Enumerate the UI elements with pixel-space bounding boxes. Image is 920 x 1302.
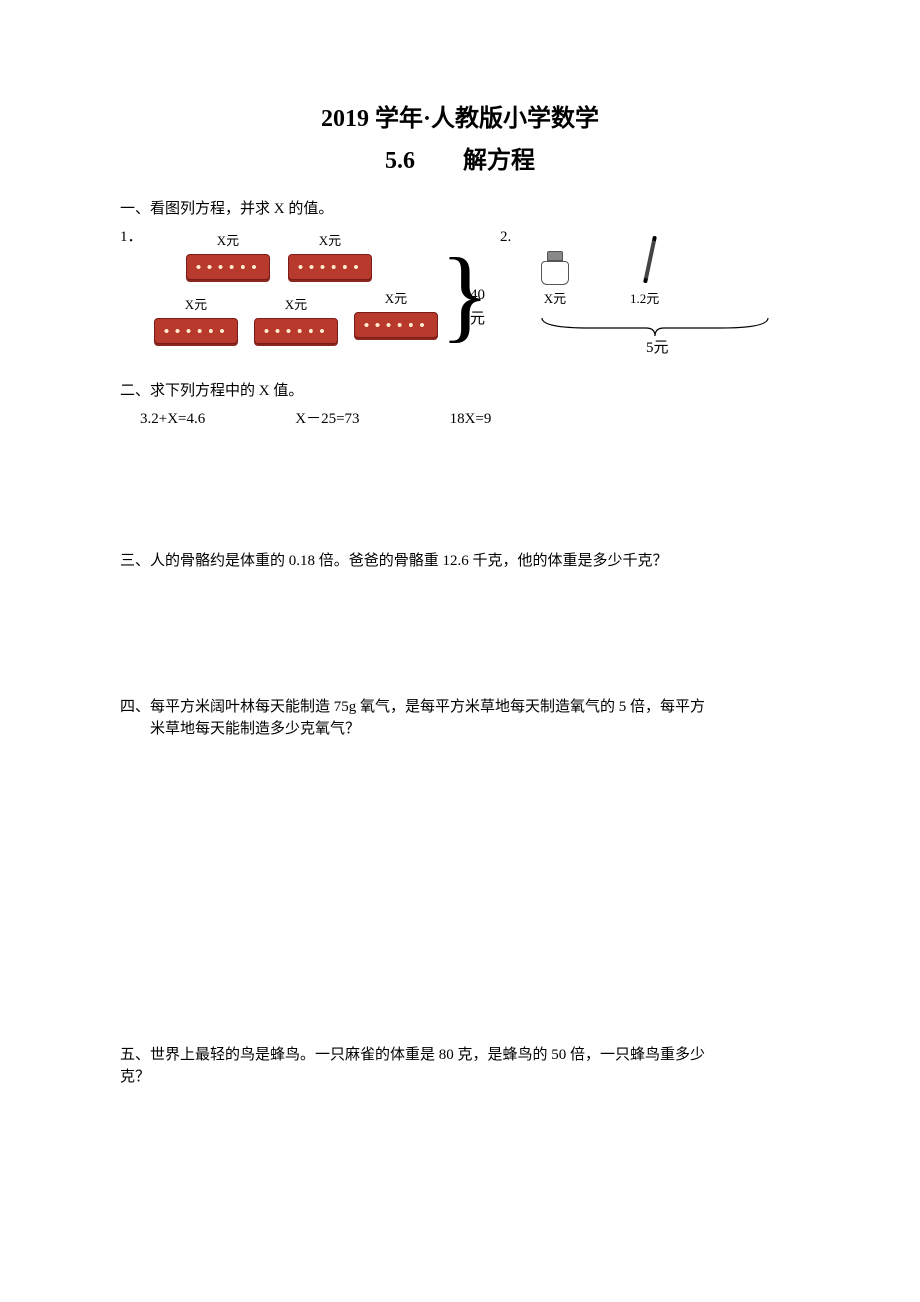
equation-1: 3.2+X=4.6 — [140, 407, 205, 431]
candy-box-icon — [186, 254, 270, 280]
section-4-line1: 四、每平方米阔叶林每天能制造 75g 氧气，是每平方米草地每天制造氧气的 5 倍… — [120, 695, 800, 719]
candy-box-icon — [154, 318, 238, 344]
box-label: X元 — [254, 295, 338, 316]
candy-box-icon — [288, 254, 372, 280]
section-3: 三、人的骨骼约是体重的 0.18 倍。爸爸的骨骼重 12.6 千克，他的体重是多… — [120, 549, 800, 573]
box-label: X元 — [354, 289, 438, 310]
ink-label: X元 — [540, 289, 570, 310]
equation-2: X－25=73 — [295, 407, 359, 431]
question-1: 1． X元 X元 X元 X元 — [120, 225, 480, 371]
equation-3: 18X=9 — [450, 407, 492, 431]
q1-total: 40元 — [470, 283, 485, 331]
pen-label: 1.2元 — [630, 289, 659, 310]
candy-box-icon — [354, 312, 438, 338]
section-4: 四、每平方米阔叶林每天能制造 75g 氧气，是每平方米草地每天制造氧气的 5 倍… — [120, 695, 800, 741]
section-4-line2: 米草地每天能制造多少克氧气？ — [120, 717, 800, 741]
section-5: 五、世界上最轻的鸟是蜂鸟。一只麻雀的体重是 80 克，是蜂鸟的 50 倍，一只蜂… — [120, 1043, 800, 1089]
underbrace: 5元 — [540, 312, 780, 358]
section-1-head: 一、看图列方程，并求 X 的值。 — [120, 197, 800, 221]
section-2-head: 二、求下列方程中的 X 值。 — [120, 379, 800, 403]
page-title-2: 5.6 解方程 — [120, 142, 800, 180]
question-2: 2. X元 1.2元 5元 — [500, 225, 800, 358]
question-row: 1． X元 X元 X元 X元 — [120, 225, 800, 371]
box-label: X元 — [288, 231, 372, 252]
box-label: X元 — [186, 231, 270, 252]
page-title-1: 2019 学年·人教版小学数学 — [120, 100, 800, 138]
pen-icon — [643, 235, 657, 283]
q2-total: 5元 — [646, 336, 669, 360]
underbrace-icon — [540, 316, 770, 338]
box-label: X元 — [154, 295, 238, 316]
section-5-line2: 克？ — [120, 1065, 800, 1089]
section-5-line1: 五、世界上最轻的鸟是蜂鸟。一只麻雀的体重是 80 克，是蜂鸟的 50 倍，一只蜂… — [120, 1043, 800, 1067]
candy-box-icon — [254, 318, 338, 344]
equation-row: 3.2+X=4.6 X－25=73 18X=9 — [120, 407, 800, 431]
question-2-label: 2. — [500, 225, 511, 249]
ink-bottle-icon — [540, 251, 570, 285]
